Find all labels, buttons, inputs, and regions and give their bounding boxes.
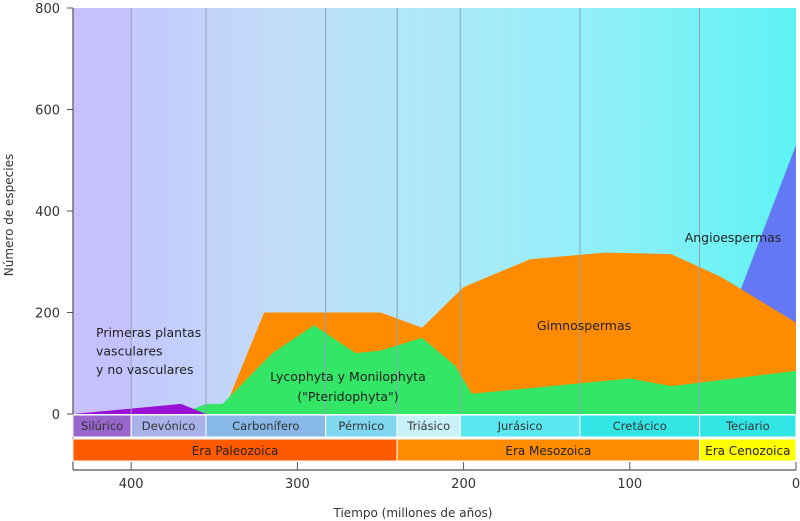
label-lycophyta: ("Pteridophyta")	[297, 389, 398, 404]
period-label: Teciario	[725, 419, 770, 433]
label-lycophyta: Lycophyta y Monilophyta	[270, 369, 426, 384]
y-axis-title: Número de especies	[2, 154, 16, 277]
x-tick-label: 200	[451, 477, 476, 492]
period-band: Silúrico Devónico Carbonífero Pérmico Triási…	[72, 414, 797, 438]
period-label: Triásico	[406, 419, 450, 433]
series-area-1	[181, 325, 796, 414]
period-label: Devónico	[142, 419, 196, 433]
x-tick-label: 400	[119, 477, 144, 492]
era-cell	[699, 438, 797, 462]
label-angioespermas: Angioespermas	[685, 230, 782, 245]
era-label: Era Cenozoica	[705, 444, 790, 458]
label-gimnospermas: Gimnospermas	[537, 318, 631, 333]
era-band: Era Paleozoica Era Mesozoica Era Cenozoica	[72, 438, 797, 462]
x-axis-title: Tiempo (millones de años)	[333, 506, 493, 520]
series-area-0	[73, 403, 206, 414]
period-label: Silúrico	[81, 419, 123, 433]
y-tick-label: 0	[52, 408, 60, 423]
label-primitive-plants: y no vasculares	[96, 362, 193, 377]
period-column-silurico	[73, 8, 132, 414]
y-tick-label: 400	[35, 205, 60, 220]
era-label: Era Paleozoica	[192, 444, 279, 458]
label-primitive-plants: vasculares	[96, 344, 163, 359]
y-tick-label: 200	[35, 307, 60, 322]
label-primitive-plants: Primeras plantas	[96, 325, 201, 340]
period-boundaries	[130, 8, 701, 414]
plot-areas	[73, 145, 797, 414]
period-label: Carbonífero	[232, 419, 299, 433]
area-labels: Primeras plantas vasculares y no vasculare…	[96, 230, 781, 404]
era-label: Era Mesozoica	[505, 444, 591, 458]
x-tick-label: 100	[617, 477, 642, 492]
period-cell	[699, 414, 797, 438]
axes: 0 200 400 600 800 400 300 200 100 0	[35, 2, 800, 492]
x-tick-label: 0	[792, 477, 800, 492]
period-label: Jurásico	[497, 419, 543, 433]
x-tick-label: 300	[285, 477, 310, 492]
period-label: Cretácico	[613, 419, 667, 433]
y-tick-label: 600	[35, 104, 60, 119]
period-label: Pérmico	[338, 419, 384, 433]
y-tick-label: 800	[35, 2, 60, 17]
